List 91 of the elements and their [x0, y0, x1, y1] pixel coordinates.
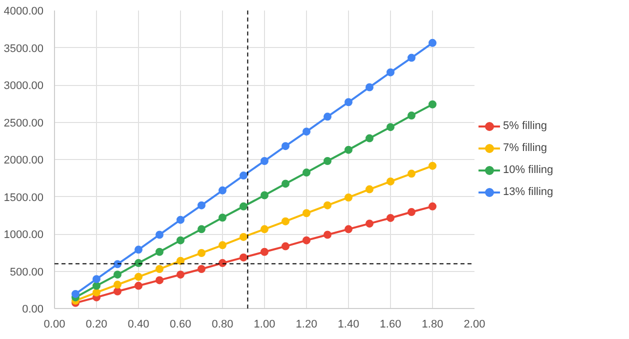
y-tick-label: 500.00 [10, 266, 44, 278]
y-tick-label: 0.00 [22, 304, 44, 316]
point [134, 259, 142, 268]
point [134, 282, 142, 290]
y-tick-label: 2500.00 [4, 117, 44, 130]
point [176, 270, 184, 279]
point [240, 253, 248, 262]
point [198, 249, 206, 257]
point [282, 217, 290, 226]
x-tick-label: 0.80 [212, 318, 234, 330]
point [302, 128, 310, 136]
point [72, 290, 80, 298]
point [156, 276, 164, 284]
point [260, 225, 268, 234]
point [114, 280, 122, 289]
legend-label: 7% filling [503, 142, 548, 154]
point [366, 185, 374, 194]
point [408, 112, 416, 120]
point [366, 83, 374, 92]
point [386, 68, 394, 76]
x-tick-label: 1.40 [338, 318, 360, 330]
point [324, 201, 332, 210]
point [344, 98, 352, 106]
x-tick-label: 1.80 [422, 318, 444, 330]
point [324, 230, 332, 239]
y-tick-label: 3000.00 [4, 80, 44, 92]
point [344, 146, 352, 154]
x-tick-label: 0.60 [170, 318, 192, 330]
point [240, 172, 248, 180]
y-tick-label: 3500.00 [4, 42, 44, 55]
point [282, 180, 290, 188]
point [218, 241, 226, 250]
point [408, 170, 416, 178]
point [366, 134, 374, 142]
point [92, 288, 100, 296]
point [282, 142, 290, 150]
point [260, 191, 268, 200]
point [260, 156, 268, 165]
point [302, 209, 310, 218]
legend-label: 5% filling [503, 120, 548, 132]
point [386, 123, 394, 132]
x-tick-label: 0.40 [128, 318, 150, 330]
point [428, 38, 436, 47]
point [156, 230, 164, 239]
point [156, 265, 164, 274]
y-tick-label: 2000.00 [4, 154, 44, 166]
x-tick-label: 2.00 [464, 318, 486, 330]
point [134, 272, 142, 281]
point [92, 282, 100, 290]
x-tick-label: 0.00 [44, 318, 66, 330]
point [344, 194, 352, 202]
point [428, 100, 436, 108]
point [218, 214, 226, 222]
point [176, 256, 184, 265]
y-tick-label: 4000.00 [4, 6, 44, 18]
point [156, 248, 164, 256]
point [408, 208, 416, 216]
point [198, 265, 206, 274]
point [408, 54, 416, 62]
point [344, 225, 352, 234]
point [324, 156, 332, 165]
point [198, 201, 206, 210]
point [366, 220, 374, 228]
point [176, 216, 184, 224]
legend-label: 10% filling [503, 164, 554, 176]
point [134, 246, 142, 254]
point [198, 225, 206, 234]
point [386, 177, 394, 186]
x-tick-label: 1.20 [296, 318, 318, 330]
point [302, 236, 310, 244]
point [260, 248, 268, 256]
x-tick-label: 0.20 [86, 318, 108, 330]
point [324, 112, 332, 121]
point [428, 202, 436, 210]
legend-label: 13% filling [503, 186, 554, 198]
y-tick-label: 1000.00 [4, 229, 44, 241]
x-tick-label: 1.00 [254, 318, 276, 330]
point [302, 168, 310, 177]
point [240, 232, 248, 241]
x-tick-label: 1.60 [380, 318, 402, 330]
point [114, 270, 122, 279]
point [282, 242, 290, 250]
y-tick-label: 1500.00 [4, 192, 44, 204]
point [218, 259, 226, 268]
point [92, 275, 100, 284]
point [240, 202, 248, 210]
point [176, 236, 184, 244]
point [428, 162, 436, 170]
point [386, 214, 394, 222]
point [114, 287, 122, 296]
point [218, 186, 226, 194]
